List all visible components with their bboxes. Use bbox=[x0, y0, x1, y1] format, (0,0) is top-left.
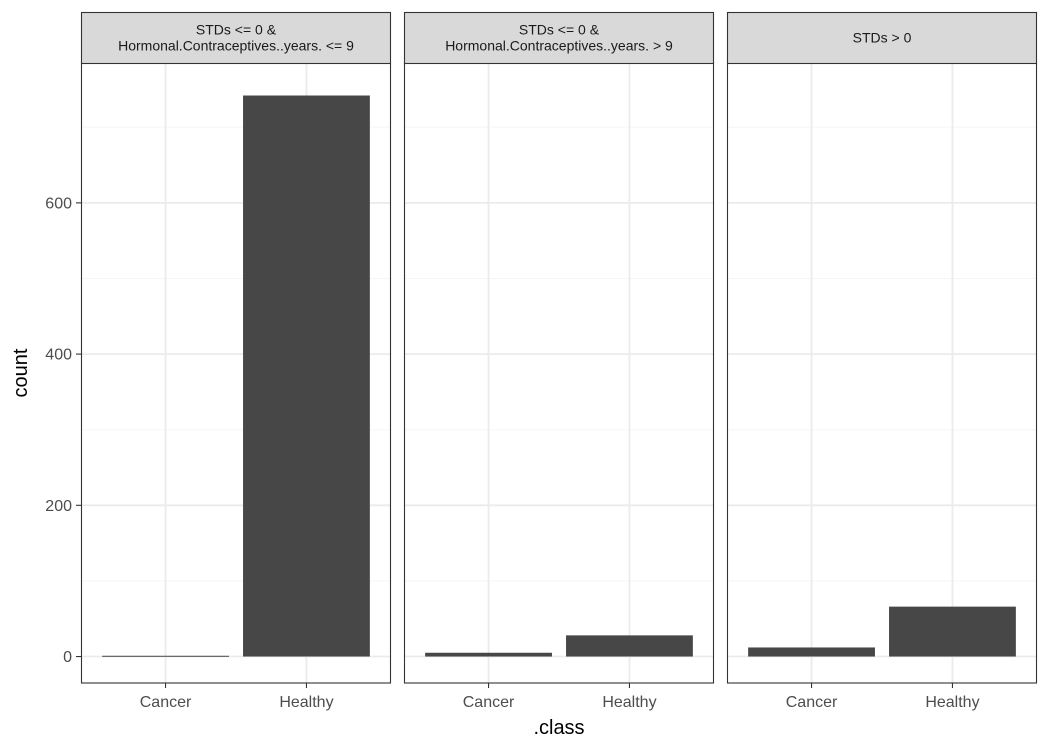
panels-layer: STDs <= 0 &Hormonal.Contraceptives..year… bbox=[80, 11, 1038, 711]
y-tick-label: 400 bbox=[45, 347, 72, 364]
strip-label: STDs <= 0 & bbox=[519, 22, 600, 38]
panel-background bbox=[727, 63, 1037, 683]
y-axis: 0 200 400 600 bbox=[45, 195, 81, 666]
bar-cancer bbox=[748, 647, 875, 657]
bar-healthy bbox=[566, 635, 693, 657]
bar-healthy bbox=[889, 606, 1016, 657]
strip-label: Hormonal.Contraceptives..years. <= 9 bbox=[118, 38, 354, 54]
x-tick-label: Healthy bbox=[602, 694, 656, 711]
bar-cancer bbox=[425, 652, 552, 657]
x-tick-label: Healthy bbox=[279, 694, 333, 711]
panel-background bbox=[404, 63, 714, 683]
facet-strip bbox=[726, 11, 1038, 65]
x-tick-label: Healthy bbox=[925, 694, 979, 711]
facet-panel: STDs <= 0 &Hormonal.Contraceptives..year… bbox=[80, 11, 392, 711]
x-axis-title: .class bbox=[533, 717, 584, 739]
facet-strip bbox=[403, 11, 715, 65]
bar-healthy bbox=[243, 95, 370, 657]
facet-panel: STDs > 0 Cancer Healthy bbox=[726, 11, 1038, 711]
facet-panel: STDs <= 0 &Hormonal.Contraceptives..year… bbox=[403, 11, 715, 711]
y-tick-label: 600 bbox=[45, 195, 72, 212]
facet-strip bbox=[80, 11, 392, 65]
bar-cancer bbox=[102, 655, 229, 657]
strip-label: Hormonal.Contraceptives..years. > 9 bbox=[445, 38, 673, 54]
strip-label: STDs <= 0 & bbox=[196, 22, 277, 38]
y-axis-title: count bbox=[10, 348, 32, 397]
x-tick-label: Cancer bbox=[786, 694, 838, 711]
strip-label: STDs > 0 bbox=[853, 30, 912, 46]
x-tick-label: Cancer bbox=[140, 694, 192, 711]
x-tick-label: Cancer bbox=[463, 694, 515, 711]
y-tick-label: 0 bbox=[63, 649, 72, 666]
y-tick-label: 200 bbox=[45, 498, 72, 515]
